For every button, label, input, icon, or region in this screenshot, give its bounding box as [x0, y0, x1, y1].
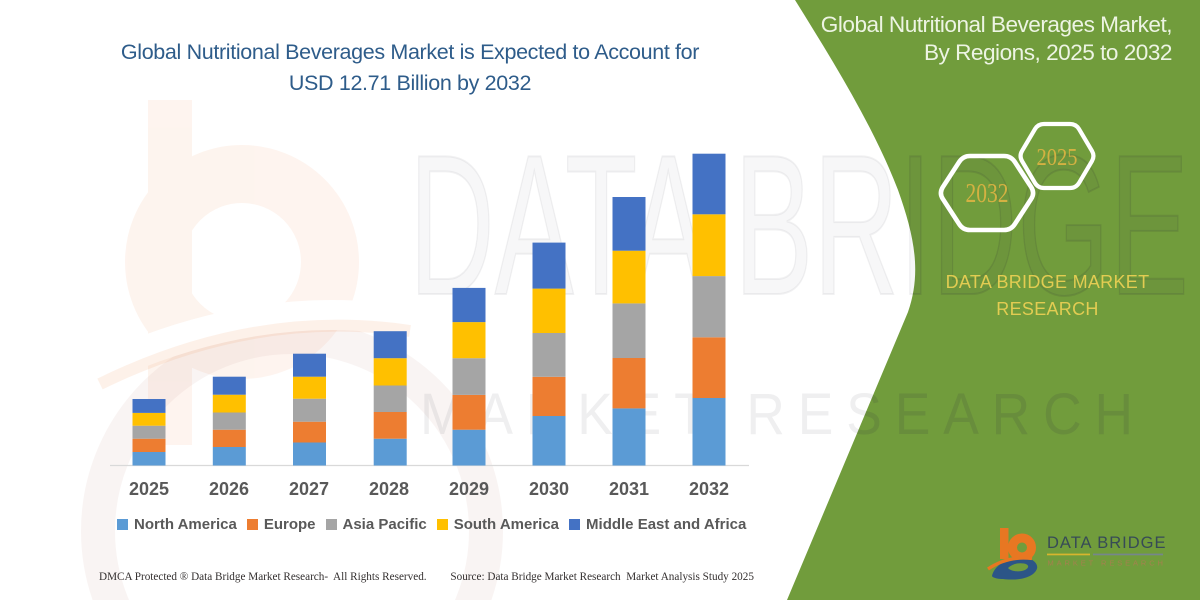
svg-text:2025: 2025 [1037, 145, 1078, 171]
svg-text:DATA BRIDGE: DATA BRIDGE [1047, 534, 1167, 552]
svg-text:2032: 2032 [966, 178, 1009, 208]
svg-text:MARKET RESEARCH: MARKET RESEARCH [1048, 559, 1166, 568]
